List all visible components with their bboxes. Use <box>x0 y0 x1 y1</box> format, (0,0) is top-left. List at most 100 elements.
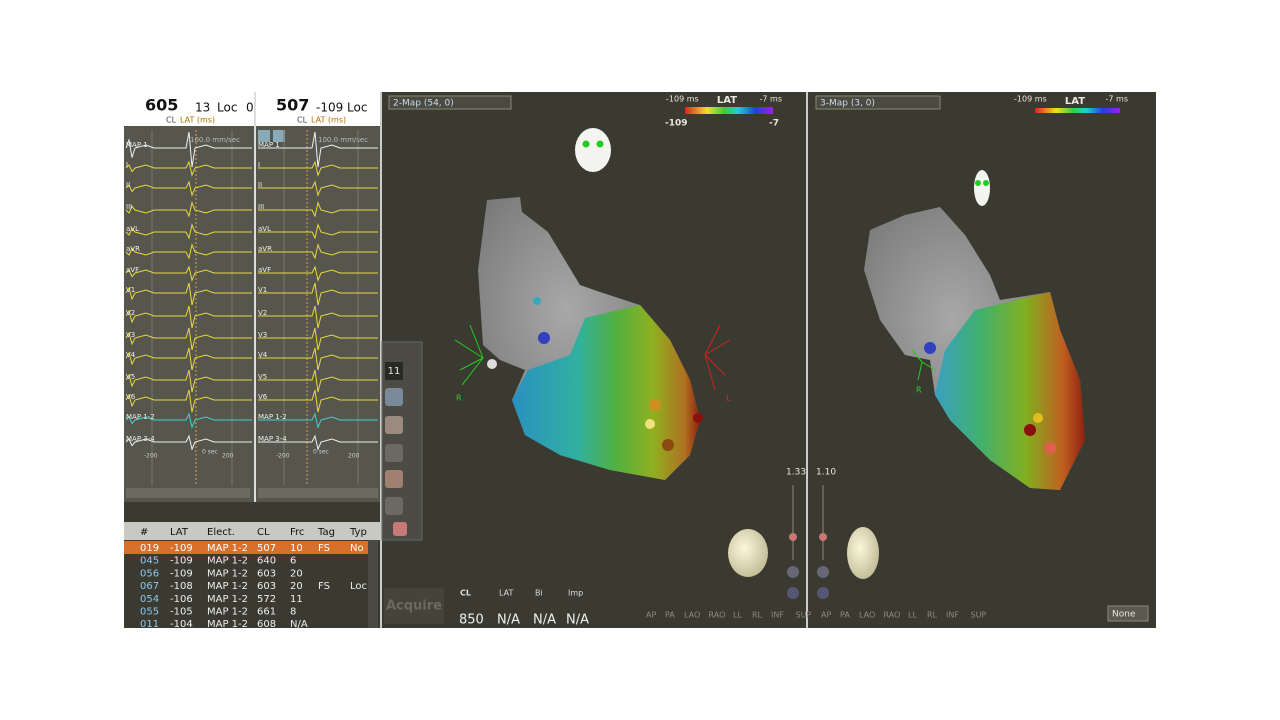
ecg-trace <box>125 327 252 351</box>
scale-max: -7 ms <box>760 95 782 104</box>
view-button[interactable]: RAO <box>884 611 901 620</box>
cl-value: 507 <box>276 96 309 115</box>
view-button[interactable]: RL <box>927 611 938 620</box>
acquire-button[interactable] <box>384 588 444 624</box>
view-button[interactable]: SUP <box>796 611 812 620</box>
tool-button[interactable] <box>385 388 403 406</box>
table-cell: 507 <box>257 543 276 554</box>
view-button[interactable]: LL <box>733 611 742 620</box>
table-cell: 572 <box>257 594 276 605</box>
column-header[interactable]: Tag <box>317 527 335 538</box>
channel-label: MAP 1-2 <box>126 413 155 421</box>
tool-button[interactable] <box>258 130 270 142</box>
zoom-button[interactable] <box>817 566 829 578</box>
ecg-trace <box>125 223 252 240</box>
view-button[interactable]: LAO <box>859 611 875 620</box>
column-header[interactable]: LAT <box>170 527 189 538</box>
zoom-value: 1.33 <box>786 468 806 478</box>
zoom-button[interactable] <box>787 566 799 578</box>
ecg-header <box>256 92 380 126</box>
channel-label: aVR <box>258 245 272 253</box>
table-cell: 10 <box>290 543 303 554</box>
view-button[interactable]: RAO <box>709 611 726 620</box>
view-button[interactable]: SUP <box>971 611 987 620</box>
view-button[interactable]: PA <box>840 611 850 620</box>
column-header[interactable]: Frc <box>290 527 304 538</box>
slider-knob[interactable] <box>789 533 797 541</box>
channel-label: V6 <box>126 393 136 401</box>
channel-label: aVL <box>126 225 139 233</box>
table-cell: 603 <box>257 581 276 592</box>
tool-button[interactable] <box>385 470 403 488</box>
view-button[interactable]: AP <box>821 611 831 620</box>
ecg-trace <box>258 434 378 451</box>
face-eye <box>975 180 981 186</box>
counter: 11 <box>388 366 401 377</box>
ecg-trace <box>125 180 252 197</box>
view-button[interactable]: PA <box>665 611 675 620</box>
view-button[interactable]: LL <box>908 611 917 620</box>
column-header[interactable]: CL <box>257 527 270 538</box>
channel-label: V3 <box>126 331 135 339</box>
channel-label: MAP 1 <box>126 141 148 149</box>
tool-button[interactable] <box>385 416 403 434</box>
tool-button[interactable] <box>385 444 403 462</box>
face-eye <box>582 140 590 148</box>
point-table: # LAT Elect. CL Frc Tag Typ 019 -109 MAP 1-2 507 10… <box>140 527 367 630</box>
bar-max: -7 <box>769 119 779 129</box>
table-cell: 20 <box>290 581 303 592</box>
acquire-label: Acquire <box>386 599 442 614</box>
ecg-trace <box>125 201 252 218</box>
ecg-trace <box>258 305 378 329</box>
selected-row[interactable] <box>124 541 370 554</box>
table-cell: MAP 1-2 <box>207 581 248 592</box>
channel-label: V5 <box>258 373 267 381</box>
map-title: 3-Map (3, 0) <box>820 99 875 109</box>
table-cell: Loc <box>350 581 367 592</box>
column-header[interactable]: Typ <box>349 527 367 538</box>
view-button[interactable]: INF <box>771 611 784 620</box>
rotate-button[interactable] <box>817 587 829 599</box>
tag-point <box>533 297 541 305</box>
table-cell: 603 <box>257 568 276 579</box>
view-button[interactable]: AP <box>646 611 656 620</box>
channel-label: I <box>126 161 128 169</box>
table-cell: No <box>350 543 364 554</box>
map-selector[interactable] <box>388 95 512 110</box>
ecg-trace <box>125 131 252 168</box>
channel-label: III <box>258 203 264 211</box>
table-cell: 055 <box>140 607 159 618</box>
table-scrollbar[interactable] <box>368 540 378 628</box>
view-button[interactable]: LAO <box>684 611 700 620</box>
display-selector[interactable] <box>1107 605 1149 622</box>
table-cell: 640 <box>257 556 276 567</box>
map-selector[interactable] <box>815 95 941 110</box>
table-cell: MAP 1-2 <box>207 568 248 579</box>
view-button[interactable]: RL <box>752 611 763 620</box>
tool-button[interactable] <box>385 497 403 515</box>
readout-label: Bi <box>535 589 543 598</box>
table-cell: 056 <box>140 568 159 579</box>
rotate-button[interactable] <box>787 587 799 599</box>
color-bar <box>685 107 773 114</box>
slider-knob[interactable] <box>819 533 827 541</box>
view-button[interactable]: INF <box>946 611 959 620</box>
ecg-trace <box>258 327 378 351</box>
time-label: 0 sec <box>313 449 329 456</box>
tool-button[interactable] <box>393 522 407 536</box>
time-label: 0 sec <box>202 449 218 456</box>
table-cell: MAP 1-2 <box>207 607 248 618</box>
column-header[interactable]: Elect. <box>207 527 235 538</box>
scrollbar[interactable] <box>126 488 250 498</box>
column-header[interactable]: # <box>140 527 148 538</box>
ecg-trace <box>258 412 378 429</box>
scrollbar[interactable] <box>258 488 378 498</box>
table-cell: FS <box>318 581 330 592</box>
ecg-trace <box>125 389 252 413</box>
channel-label: V1 <box>126 286 135 294</box>
tool-button[interactable] <box>273 130 285 142</box>
channel-label: V6 <box>258 393 268 401</box>
ecg-trace <box>258 347 378 371</box>
scale-max: -7 ms <box>1106 95 1128 104</box>
